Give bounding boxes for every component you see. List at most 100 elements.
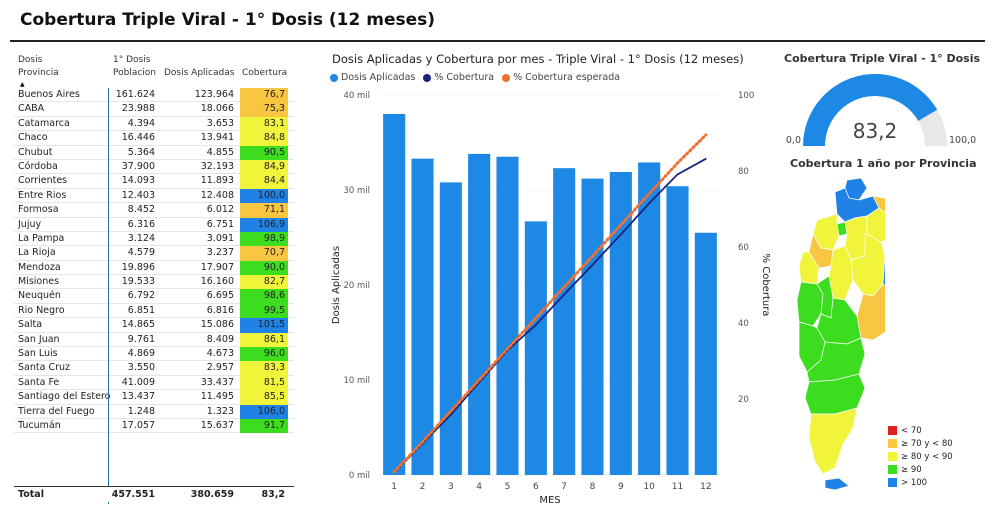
cobertura-point[interactable] — [648, 202, 650, 205]
cell-poblacion: 41.009 — [121, 376, 155, 388]
swatch-icon — [888, 478, 897, 487]
table-row[interactable]: Tucumán 17.057 15.637 91,7 — [14, 418, 294, 434]
cell-poblacion: 6.792 — [127, 290, 155, 302]
esperada-point[interactable] — [648, 193, 650, 195]
cell-dosis-aplicadas: 3.091 — [206, 232, 234, 244]
cobertura-point[interactable] — [563, 293, 565, 296]
table-row[interactable]: Misiones 19.533 16.160 82,7 — [14, 275, 294, 290]
province-santa-cruz[interactable] — [808, 407, 858, 475]
esperada-point[interactable] — [421, 441, 424, 443]
table-row[interactable]: Santa Fe 41.009 33.437 81,5 — [14, 375, 294, 391]
esperada-point[interactable] — [506, 348, 509, 350]
cell-dosis-aplicadas: 18.066 — [200, 103, 234, 115]
bar-mes-6[interactable] — [524, 221, 547, 475]
esperada-point[interactable] — [478, 379, 480, 381]
header-cobertura[interactable]: Cobertura — [242, 68, 288, 78]
cobertura-point[interactable] — [705, 158, 707, 160]
esperada-point[interactable] — [563, 286, 565, 288]
table-row[interactable]: La Pampa 3.124 3.091 98,9 — [14, 231, 294, 247]
bar-mes-11[interactable] — [666, 186, 689, 475]
bar-mes-3[interactable] — [439, 182, 462, 475]
gauge-fill[interactable] — [803, 74, 938, 146]
table-row[interactable]: Santa Cruz 3.550 2.957 83,3 — [14, 361, 294, 376]
swatch-icon — [888, 465, 897, 474]
bar-mes-8[interactable] — [581, 178, 604, 475]
dosis-cobertura-chart[interactable]: 0 mil 10 mil 20 mil 30 mil 40 mil 20 40 60 80 100… — [325, 85, 780, 505]
cobertura-esperada-line[interactable] — [392, 133, 708, 474]
argentina-province-map[interactable] — [795, 176, 885, 494]
table-row[interactable]: Mendoza 19.896 17.907 90,0 — [14, 260, 294, 276]
table-row[interactable]: Buenos Aires 161.624 123.964 76,7 — [14, 88, 294, 103]
cell-provincia: San Juan — [18, 333, 60, 345]
cell-provincia: Santa Cruz — [18, 362, 70, 374]
cell-dosis-aplicadas: 15.637 — [200, 419, 234, 431]
coverage-gauge[interactable]: 83,2 0,0 100,0 — [770, 68, 985, 153]
bar-mes-5[interactable] — [496, 156, 519, 475]
bar-mes-7[interactable] — [553, 168, 576, 475]
cell-provincia: Formosa — [18, 204, 59, 216]
cobertura-point[interactable] — [535, 324, 537, 326]
province-formosa[interactable] — [872, 195, 885, 218]
table-row[interactable]: Jujuy 6.316 6.751 106,9 — [14, 217, 294, 232]
table-row[interactable]: Neuquén 6.792 6.695 98,6 — [14, 289, 294, 304]
map-legend-item: > 100 — [888, 476, 953, 489]
cobertura-point[interactable] — [591, 264, 594, 266]
cell-cobertura: 76,7 — [240, 88, 288, 103]
bar-mes-12[interactable] — [694, 232, 717, 475]
table-row[interactable]: Entre Rios 12.403 12.408 100,0 — [14, 188, 294, 204]
esperada-point[interactable] — [705, 134, 707, 136]
header-dosis[interactable]: Dosis — [18, 55, 43, 65]
cell-provincia: CABA — [18, 103, 45, 115]
esperada-point[interactable] — [393, 471, 395, 473]
table-row[interactable]: Corrientes 14.093 11.893 84,4 — [14, 174, 294, 189]
legend-item-esperada[interactable]: % Cobertura esperada — [502, 72, 620, 83]
cell-dosis-aplicadas: 6.695 — [206, 290, 234, 302]
table-row[interactable]: Santiago del Estero 13.437 11.495 85,5 — [14, 390, 294, 405]
cobertura-point[interactable] — [450, 413, 452, 416]
table-row[interactable]: Catamarca 4.394 3.653 83,1 — [14, 116, 294, 132]
header-poblacion[interactable]: Poblacion — [113, 68, 157, 78]
table-row[interactable]: Chaco 16.446 13.941 84,8 — [14, 131, 294, 146]
table-row[interactable]: Córdoba 37.900 32.193 84,9 — [14, 159, 294, 175]
cobertura-point[interactable] — [676, 173, 679, 176]
table-row[interactable]: San Juan 9.761 8.409 86,1 — [14, 332, 294, 348]
legend-label: % Cobertura esperada — [513, 72, 621, 83]
cell-cobertura: 98,9 — [240, 231, 288, 247]
header-provincia[interactable]: Provincia — [18, 68, 59, 78]
bar-mes-10[interactable] — [638, 162, 661, 475]
province-tierra-del-fuego[interactable] — [824, 477, 850, 491]
esperada-point[interactable] — [535, 317, 537, 319]
table-row[interactable]: CABA 23.988 18.066 75,3 — [14, 102, 294, 117]
cell-poblacion: 14.865 — [121, 319, 155, 331]
cobertura-point[interactable] — [620, 233, 622, 236]
table-row[interactable]: Chubut 5.364 4.855 90,5 — [14, 145, 294, 160]
header-dosis-aplicadas[interactable]: Dosis Aplicadas — [164, 68, 235, 78]
table-row[interactable]: La Rioja 4.579 3.237 70,7 — [14, 246, 294, 261]
cell-dosis-aplicadas: 13.941 — [200, 132, 234, 144]
cell-dosis-aplicadas: 33.437 — [200, 376, 234, 388]
table-row[interactable]: Salta 14.865 15.086 101,5 — [14, 318, 294, 333]
cell-poblacion: 4.394 — [127, 117, 155, 129]
table-row[interactable]: Formosa 8.452 6.012 71,1 — [14, 203, 294, 218]
esperada-point[interactable] — [591, 255, 594, 257]
bar-mes-2[interactable] — [411, 158, 434, 475]
bar-mes-1[interactable] — [383, 114, 406, 475]
cell-cobertura: 84,4 — [240, 174, 288, 189]
cobertura-line[interactable] — [393, 158, 707, 474]
esperada-point[interactable] — [450, 410, 452, 412]
bar-mes-4[interactable] — [468, 153, 491, 475]
province-rio-negro[interactable] — [806, 337, 866, 383]
legend-item-cobertura[interactable]: % Cobertura — [423, 72, 494, 83]
swatch-icon — [888, 439, 897, 448]
table-row[interactable]: San Luis 4.869 4.673 96,0 — [14, 347, 294, 362]
table-row[interactable]: Rio Negro 6.851 6.816 99,5 — [14, 303, 294, 319]
table-row[interactable]: Tierra del Fuego 1.248 1.323 106,0 — [14, 404, 294, 419]
sort-ascending-icon[interactable]: ▲ — [20, 81, 25, 88]
esperada-point[interactable] — [620, 224, 622, 226]
bar-mes-9[interactable] — [609, 171, 632, 475]
map-legend-item: ≥ 90 — [888, 463, 953, 476]
esperada-point[interactable] — [676, 162, 679, 164]
province-entre-rios[interactable] — [882, 255, 885, 290]
legend-item-dosis[interactable]: Dosis Aplicadas — [330, 72, 415, 83]
x-tick-label: 2 — [420, 482, 426, 492]
